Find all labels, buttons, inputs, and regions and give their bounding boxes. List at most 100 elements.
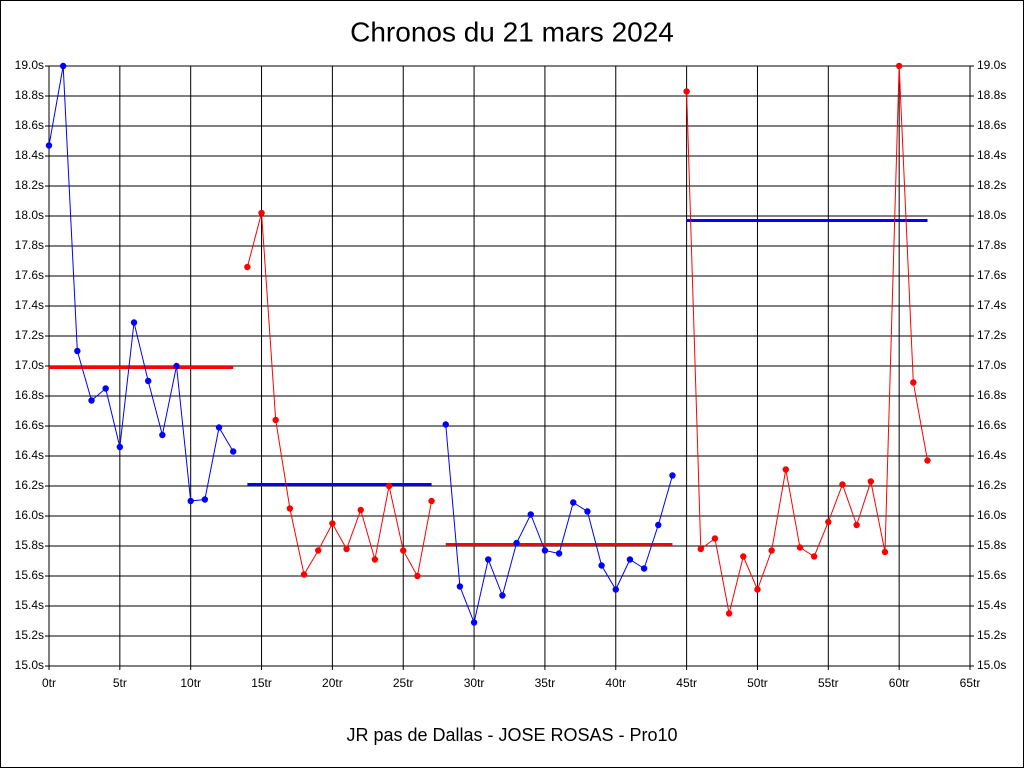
x-tick-label: 35tr: [535, 676, 556, 690]
y2-tick-label: 18.2s: [977, 178, 1006, 192]
data-point: [286, 505, 294, 512]
data-point: [683, 88, 690, 95]
data-point: [130, 319, 138, 326]
y2-tick-label: 19.0s: [977, 58, 1006, 72]
y2-tick-label: 17.2s: [977, 328, 1006, 342]
data-point: [513, 539, 520, 547]
data-point: [173, 362, 180, 370]
data-point: [584, 508, 591, 515]
data-point: [810, 553, 818, 560]
x-tick-label: 40tr: [605, 676, 626, 690]
y-tick-label: 15.6s: [15, 568, 44, 582]
y2-tick-label: 16.6s: [977, 418, 1006, 432]
data-point: [144, 377, 152, 385]
y-tick-label: 17.0s: [15, 358, 44, 372]
data-point: [428, 497, 435, 505]
data-point: [711, 535, 719, 542]
data-point: [230, 448, 237, 455]
data-point: [626, 556, 634, 563]
y2-tick-label: 18.4s: [977, 148, 1006, 162]
x-tick-label: 15tr: [251, 676, 272, 690]
y2-tick-label: 17.0s: [977, 358, 1006, 372]
data-point: [258, 209, 265, 217]
y2-tick-label: 16.2s: [977, 478, 1006, 492]
data-point: [102, 385, 109, 392]
x-tick-label: 50tr: [747, 676, 768, 690]
data-point: [754, 586, 761, 593]
y-tick-label: 17.6s: [15, 268, 44, 282]
data-point: [570, 499, 577, 506]
data-point: [867, 478, 875, 485]
y-tick-label: 16.6s: [15, 418, 44, 432]
y-tick-label: 18.6s: [15, 118, 44, 132]
y2-tick-label: 17.8s: [977, 238, 1006, 252]
data-point: [315, 547, 322, 554]
y2-tick-label: 16.4s: [977, 448, 1006, 462]
data-point: [456, 583, 464, 590]
y-tick-label: 16.2s: [15, 478, 44, 492]
y2-tick-label: 15.2s: [977, 628, 1006, 642]
data-point: [201, 496, 209, 503]
y-tick-label: 15.0s: [15, 658, 44, 672]
data-point: [541, 547, 549, 554]
x-tick-label: 10tr: [180, 676, 201, 690]
data-point: [74, 347, 81, 355]
y2-tick-label: 16.8s: [977, 388, 1006, 402]
data-point: [725, 610, 733, 617]
data-point: [881, 548, 889, 556]
series-line: [686, 65, 928, 614]
y2-tick-label: 15.8s: [977, 538, 1006, 552]
y-tick-label: 15.4s: [15, 598, 44, 612]
series-line: [246, 212, 433, 578]
data-point: [768, 547, 775, 554]
data-point: [640, 565, 648, 572]
y-tick-label: 16.0s: [15, 508, 44, 522]
data-point: [924, 457, 931, 464]
data-point: [853, 521, 860, 529]
data-point: [796, 544, 804, 551]
x-tick-label: 55tr: [818, 676, 839, 690]
data-point: [910, 379, 917, 386]
data-point: [300, 571, 308, 578]
data-point: [159, 431, 166, 439]
data-point: [187, 497, 194, 505]
x-tick-label: 45tr: [676, 676, 697, 690]
data-point: [442, 421, 449, 428]
x-tick-label: 65tr: [960, 676, 981, 690]
y2-tick-label: 15.6s: [977, 568, 1006, 582]
data-point: [499, 592, 506, 599]
x-tick-label: 60tr: [889, 676, 910, 690]
data-point: [343, 545, 350, 553]
data-point: [612, 586, 619, 593]
data-point: [88, 397, 95, 404]
x-tick-label: 30tr: [464, 676, 485, 690]
x-axis-label: JR pas de Dallas - JOSE ROSAS - Pro10: [346, 725, 677, 745]
data-point: [740, 553, 747, 560]
y-tick-label: 18.8s: [15, 88, 44, 102]
data-point: [470, 619, 478, 626]
y2-tick-label: 15.0s: [977, 658, 1006, 672]
y-tick-label: 15.2s: [15, 628, 44, 642]
data-point: [825, 518, 832, 526]
data-point: [655, 521, 662, 529]
y-tick-label: 19.0s: [15, 58, 44, 72]
data-point: [527, 511, 534, 518]
y-tick-label: 16.8s: [15, 388, 44, 402]
data-point: [697, 545, 704, 553]
data-point: [215, 424, 223, 431]
y2-tick-label: 17.6s: [977, 268, 1006, 282]
data-point: [414, 572, 421, 580]
y2-tick-label: 17.4s: [977, 298, 1006, 312]
y-tick-label: 16.4s: [15, 448, 44, 462]
y2-tick-label: 16.0s: [977, 508, 1006, 522]
x-tick-label: 25tr: [393, 676, 414, 690]
data-point: [598, 562, 605, 569]
data-point: [371, 556, 379, 563]
data-point: [485, 556, 492, 563]
chart-title: Chronos du 21 mars 2024: [350, 16, 674, 47]
y-tick-label: 17.4s: [15, 298, 44, 312]
y-tick-label: 18.4s: [15, 148, 44, 162]
y-tick-label: 18.2s: [15, 178, 44, 192]
data-point: [895, 62, 903, 70]
